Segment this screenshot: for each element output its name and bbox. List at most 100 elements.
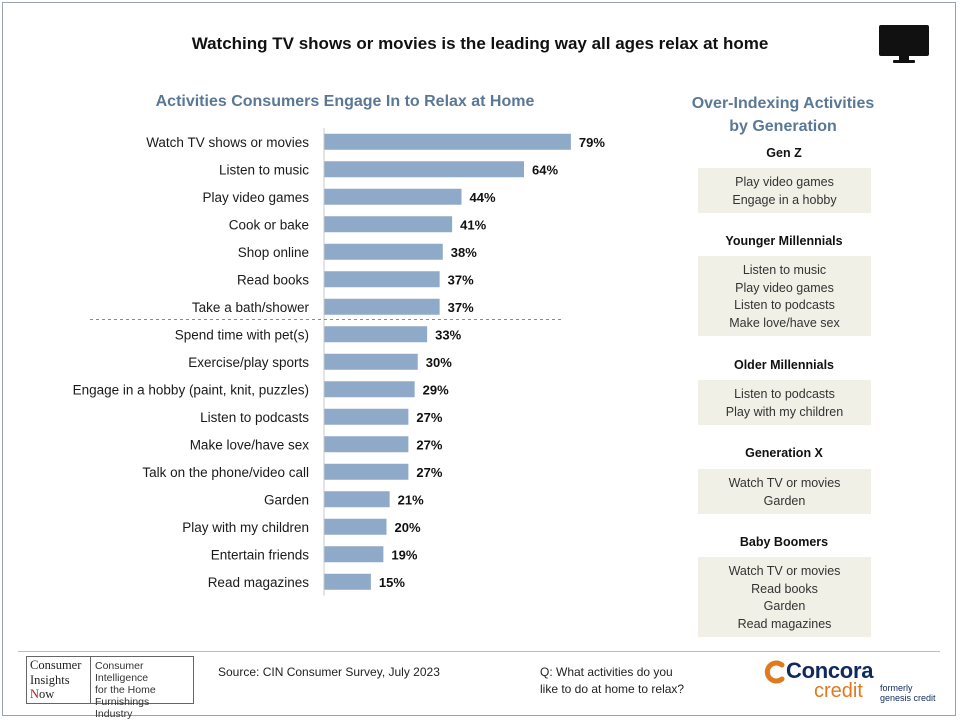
- footer-divider: [18, 651, 940, 652]
- cin-logo-line3-rest: ow: [39, 687, 55, 701]
- category-label: Entertain friends: [211, 547, 310, 562]
- right-panel-title-line1: Over-Indexing Activities: [691, 95, 875, 112]
- value-label: 29%: [423, 382, 449, 397]
- category-label: Watch TV shows or movies: [146, 135, 309, 150]
- bar: [324, 408, 409, 425]
- cin-tagline3: Furnishings Industry: [95, 696, 150, 720]
- generation-activity-box: Watch TV or movies Read books Garden Read m…: [698, 557, 871, 637]
- value-label: 27%: [416, 437, 442, 452]
- generation-activity-box: Play video games Engage in a hobby: [698, 168, 871, 213]
- formerly-note: formerly genesis credit: [880, 683, 936, 703]
- generation-activity-box: Listen to podcasts Play with my children: [698, 380, 871, 425]
- formerly-line2: genesis credit: [880, 693, 936, 703]
- generation-activity: Read magazines: [737, 616, 832, 631]
- generation-activity: Watch TV or movies: [728, 564, 841, 578]
- slide-title: Watching TV shows or movies is the leadi…: [191, 34, 769, 53]
- concora-mark-icon: [764, 660, 785, 684]
- generation-activity-box: Listen to music Play video games Listen to…: [698, 256, 871, 336]
- value-label: 30%: [426, 355, 452, 370]
- cin-tagline1: Consumer Intelligence: [95, 660, 149, 684]
- bar: [324, 518, 387, 535]
- value-label: 41%: [460, 217, 486, 232]
- bar: [324, 353, 418, 370]
- category-label: Read books: [237, 272, 309, 287]
- concora-wordmark: Concora: [786, 658, 874, 683]
- generation-activity: Garden: [763, 493, 806, 508]
- category-label: Listen to music: [219, 162, 309, 177]
- value-label: 79%: [579, 135, 605, 150]
- right-panel-title: Over-Indexing Activities by Generation: [680, 92, 886, 138]
- bar: [324, 436, 409, 453]
- bar: [324, 573, 371, 590]
- category-label: Play video games: [202, 190, 309, 205]
- value-label: 44%: [470, 190, 496, 205]
- value-label: 27%: [416, 410, 442, 425]
- bar: [324, 463, 409, 480]
- category-label: Talk on the phone/video call: [142, 465, 309, 480]
- category-label: Make love/have sex: [190, 437, 310, 452]
- generation-activity: Watch TV or movies: [728, 476, 841, 490]
- category-label: Engage in a hobby (paint, knit, puzzles): [73, 382, 309, 397]
- bar: [324, 326, 428, 343]
- bar: [324, 216, 453, 233]
- value-label: 19%: [391, 547, 417, 562]
- value-label: 33%: [435, 327, 461, 342]
- cin-logo-initial: N: [30, 687, 40, 701]
- formerly-line1: formerly: [880, 683, 913, 693]
- category-label: Spend time with pet(s): [175, 327, 309, 342]
- source-note: Source: CIN Consumer Survey, July 2023: [218, 665, 440, 679]
- concora-logo: Concora credit: [760, 656, 880, 704]
- survey-question-line2: like to do at home to relax?: [540, 682, 685, 696]
- category-label: Play with my children: [182, 520, 309, 535]
- survey-question-line1: Q: What activities do you: [540, 665, 673, 679]
- bar: [324, 188, 462, 205]
- bar: [324, 298, 440, 315]
- generation-heading: Younger Millennials: [725, 234, 843, 248]
- bar: [324, 243, 443, 260]
- generation-activity: Play with my children: [725, 404, 844, 419]
- value-label: 15%: [379, 575, 405, 590]
- generation-heading: Gen Z: [766, 146, 802, 160]
- cin-logo-line2: Insights: [30, 672, 70, 687]
- generation-activity: Play video games: [735, 175, 834, 189]
- tv-icon: [879, 25, 929, 63]
- chart-title: Activities Consumers Engage In to Relax …: [155, 93, 535, 110]
- value-label: 38%: [451, 245, 477, 260]
- category-label: Garden: [264, 492, 309, 507]
- category-label: Shop online: [238, 245, 309, 260]
- category-label: Read magazines: [208, 575, 310, 590]
- value-label: 37%: [448, 300, 474, 315]
- category-label: Cook or bake: [229, 217, 309, 232]
- cin-tagline2: for the Home: [95, 684, 156, 696]
- generation-activity-box: Watch TV or movies Garden: [698, 469, 871, 514]
- bar: [324, 546, 384, 563]
- cin-logo: Consumer Insights Now Consumer Intellige…: [26, 656, 194, 720]
- bar: [324, 491, 390, 508]
- generation-activity: Read books: [751, 581, 818, 596]
- value-label: 21%: [398, 492, 424, 507]
- concora-sub: credit: [814, 680, 863, 702]
- bar: [324, 161, 524, 178]
- cin-logo-tagline: Consumer Intelligence for the Home Furni…: [91, 657, 193, 720]
- generation-activity: Listen to podcasts: [734, 387, 835, 401]
- category-label: Take a bath/shower: [192, 300, 310, 315]
- cin-logo-line3: Now: [30, 687, 87, 702]
- generation-activity: Listen to podcasts: [734, 298, 835, 312]
- cin-logo-wordmark: Consumer Insights Now: [27, 657, 91, 703]
- value-label: 20%: [395, 520, 421, 535]
- value-label: 37%: [448, 272, 474, 287]
- generation-heading: Older Millennials: [733, 358, 835, 372]
- bar: [324, 133, 571, 150]
- bar-chart: Watch TV shows or movies 79% Listen to mus…: [73, 128, 605, 596]
- value-label: 27%: [416, 465, 442, 480]
- cin-logo-line1: Consumer: [30, 658, 82, 672]
- category-label: Listen to podcasts: [200, 410, 309, 425]
- survey-question: Q: What activities do you like to do at …: [540, 664, 720, 698]
- value-label: 64%: [532, 162, 558, 177]
- bar: [324, 271, 440, 288]
- right-panel-title-line2: by Generation: [729, 118, 837, 135]
- generation-activity: Engage in a hobby: [732, 192, 837, 207]
- generation-activity: Garden: [763, 599, 806, 613]
- generation-heading: Generation X: [745, 446, 823, 460]
